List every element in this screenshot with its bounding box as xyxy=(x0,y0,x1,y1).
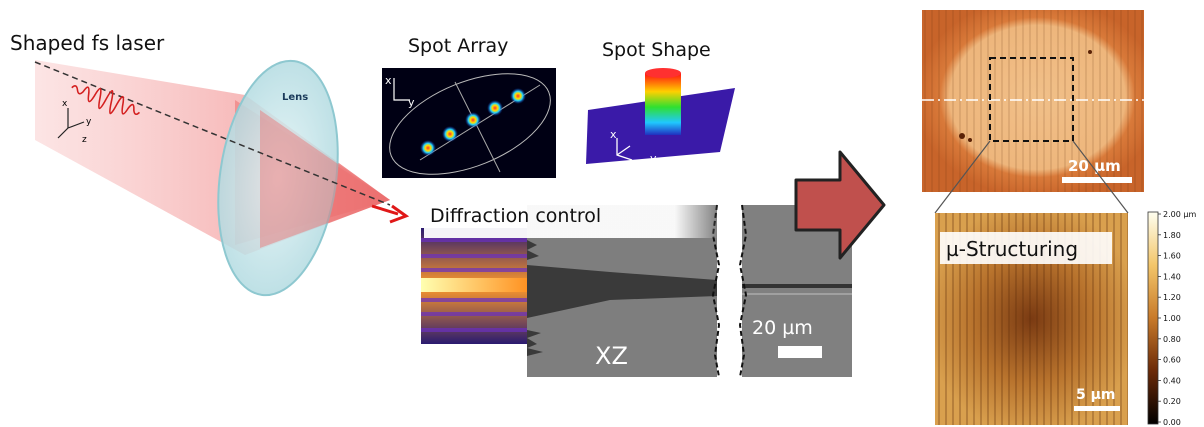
optical-axis xyxy=(34,61,391,206)
xz-scale-label: 20 µm xyxy=(752,317,813,339)
height-colorbar xyxy=(1147,211,1159,425)
afm-zoom-scale-label: 5 µm xyxy=(1076,387,1116,403)
afm-overview-scale-label: 20 µm xyxy=(1068,157,1121,175)
laser-axes-icon xyxy=(57,108,85,139)
spot-shape-image xyxy=(586,68,735,164)
laser-axis-y: y xyxy=(86,117,92,127)
laser-pulse xyxy=(71,85,141,116)
colorbar-tick-label: 0.20 xyxy=(1163,397,1181,406)
zoom-line-right xyxy=(1072,140,1129,214)
micro-structuring-label-bg xyxy=(940,232,1112,264)
diffraction-control-label: Diffraction control xyxy=(430,205,601,227)
afm-overview-image xyxy=(922,10,1144,192)
colorbar-tick-label: 1.40 xyxy=(1163,272,1181,281)
spot-array-image xyxy=(382,68,556,178)
lens-label: Lens xyxy=(282,92,308,103)
diffraction-label-bg xyxy=(424,198,719,238)
spot-shape-axis-y: y xyxy=(650,152,657,165)
colorbar-tick-label: 1.00 xyxy=(1163,314,1181,323)
colorbar-tick-label: 0.80 xyxy=(1163,335,1181,344)
red-arrow-icon xyxy=(371,204,410,224)
laser-axis-x: x xyxy=(62,99,68,109)
colorbar-tick-label: 0.40 xyxy=(1163,376,1181,385)
process-arrow-icon xyxy=(794,150,886,260)
lens xyxy=(217,59,390,297)
colorbar-tick-label: 1.20 xyxy=(1163,293,1181,302)
spot-array-axis-y: y xyxy=(408,96,415,109)
laser-axis-z: z xyxy=(82,135,87,145)
colorbar-tick-label: 2.00 µm xyxy=(1163,210,1196,219)
micro-structuring-label: µ-Structuring xyxy=(946,237,1078,261)
xz-label: XZ xyxy=(595,342,628,370)
zoom-line-left xyxy=(934,140,991,214)
spot-array-label: Spot Array xyxy=(408,35,508,57)
spot-shape-axis-x: x xyxy=(610,128,617,141)
spot-shape-label: Spot Shape xyxy=(602,39,711,61)
shaped-laser-label: Shaped fs laser xyxy=(10,31,165,55)
colorbar-tick-label: 0.00 xyxy=(1163,418,1181,427)
colorbar-tick-label: 0.60 xyxy=(1163,356,1181,365)
spot-array-axis-x: x xyxy=(385,74,392,87)
colorbar-ticks: 2.00 µm 1.80 1.60 1.40 1.20 1.00 0.80 0.60 0.40 0… xyxy=(1158,210,1196,427)
colorbar-tick-label: 1.60 xyxy=(1163,252,1181,261)
diffraction-pattern-image xyxy=(421,228,529,344)
colorbar-tick-label: 1.80 xyxy=(1163,231,1181,240)
